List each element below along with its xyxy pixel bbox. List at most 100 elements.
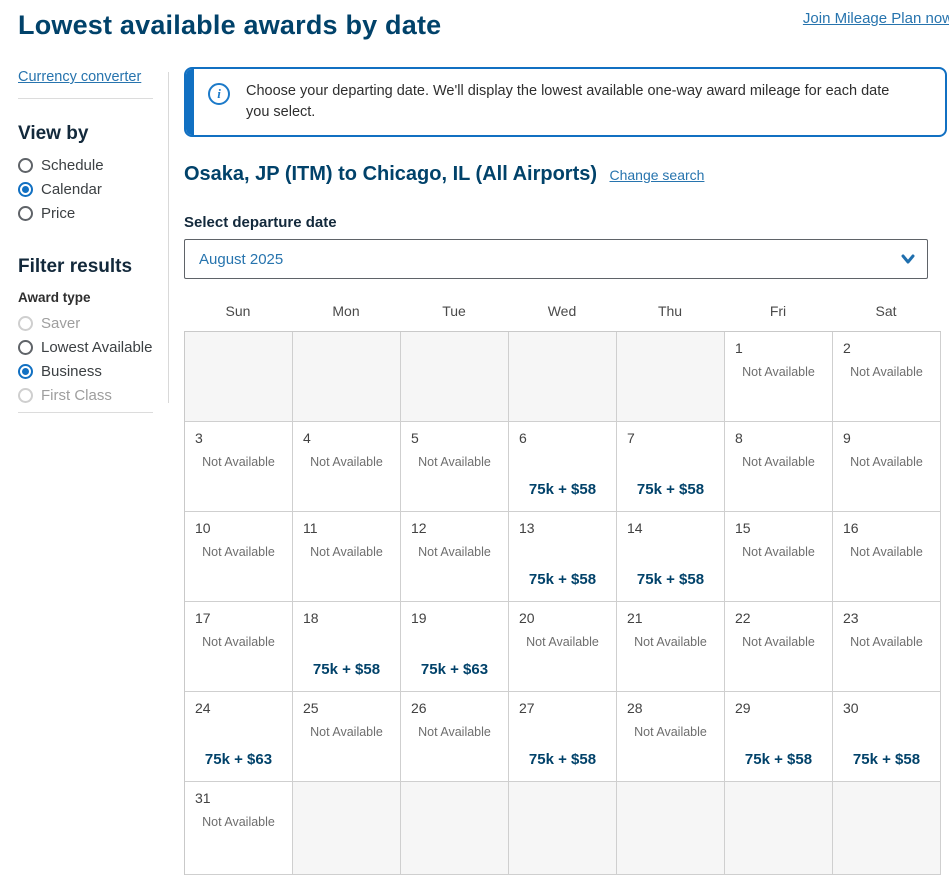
award-price[interactable]: 75k + $58 (528, 481, 597, 499)
calendar-day-number: 7 (627, 430, 635, 447)
calendar-cell-19[interactable]: 19 75k + $63 (401, 602, 509, 693)
award-price[interactable]: 75k + $63 (420, 661, 489, 679)
calendar-day-number: 5 (411, 430, 419, 447)
calendar-cell-24[interactable]: 24 75k + $63 (185, 692, 293, 783)
calendar-cell-10: 10 Not Available (185, 512, 293, 603)
calendar-day-number: 18 (303, 610, 319, 627)
calendar-day-number: 15 (735, 520, 751, 537)
calendar-cell-empty (833, 782, 941, 875)
not-available-label: Not Available (418, 455, 491, 470)
view-by-radio-calendar[interactable]: Calendar (18, 181, 168, 198)
calendar-cell-empty (401, 782, 509, 875)
award-price[interactable]: 75k + $58 (528, 571, 597, 589)
calendar-cell-4: 4 Not Available (293, 422, 401, 513)
calendar-cell-empty (725, 782, 833, 875)
award-price[interactable]: 75k + $58 (312, 661, 381, 679)
join-mileage-plan-link[interactable]: Join Mileage Plan now (802, 10, 949, 27)
calendar-cell-27[interactable]: 27 75k + $58 (509, 692, 617, 783)
radio-button-icon (18, 316, 33, 331)
not-available-label: Not Available (310, 455, 383, 470)
calendar-day-number: 14 (627, 520, 643, 537)
radio-button-icon[interactable] (18, 158, 33, 173)
not-available-label: Not Available (526, 635, 599, 650)
calendar-cell-17: 17 Not Available (185, 602, 293, 693)
award-type-radio-business[interactable]: Business (18, 363, 168, 380)
radio-button-icon[interactable] (18, 364, 33, 379)
calendar-day-number: 12 (411, 520, 427, 537)
day-header-sun: Sun (225, 303, 251, 320)
calendar-day-number: 2 (843, 340, 851, 357)
calendar-cell-3: 3 Not Available (185, 422, 293, 513)
day-header-mon: Mon (332, 303, 360, 320)
info-banner-text: Choose your departing date. We'll displa… (246, 83, 890, 121)
calendar-day-number: 26 (411, 700, 427, 717)
calendar-cell-29[interactable]: 29 75k + $58 (725, 692, 833, 783)
calendar-cell-7[interactable]: 7 75k + $58 (617, 422, 725, 513)
calendar-cell-16: 16 Not Available (833, 512, 941, 603)
award-price[interactable]: 75k + $58 (528, 751, 597, 769)
award-price[interactable]: 75k + $58 (636, 481, 705, 499)
calendar-cell-30[interactable]: 30 75k + $58 (833, 692, 941, 783)
radio-button-icon[interactable] (18, 340, 33, 355)
not-available-label: Not Available (850, 455, 923, 470)
not-available-label: Not Available (742, 455, 815, 470)
radio-button-icon[interactable] (18, 182, 33, 197)
month-select[interactable]: August 2025 (184, 239, 928, 280)
calendar-day-number: 6 (519, 430, 527, 447)
sidebar-divider (168, 72, 169, 403)
calendar-cell-23: 23 Not Available (833, 602, 941, 693)
calendar-day-number: 27 (519, 700, 535, 717)
calendar-cell-1: 1 Not Available (725, 332, 833, 423)
calendar-cell-14[interactable]: 14 75k + $58 (617, 512, 725, 603)
calendar-cell-13[interactable]: 13 75k + $58 (509, 512, 617, 603)
radio-label: Saver (41, 315, 81, 332)
calendar-day-number: 29 (735, 700, 751, 717)
calendar-cell-empty (185, 332, 293, 423)
day-header-wed: Wed (547, 303, 577, 320)
award-price[interactable]: 75k + $58 (852, 751, 921, 769)
award-type-radio-lowest-available[interactable]: Lowest Available (18, 339, 168, 356)
calendar-day-number: 13 (519, 520, 535, 537)
radio-button-icon (18, 388, 33, 403)
not-available-label: Not Available (634, 635, 707, 650)
award-price[interactable]: 75k + $63 (204, 751, 273, 769)
not-available-label: Not Available (634, 725, 707, 740)
select-departure-date-label: Select departure date (184, 214, 337, 232)
view-by-radio-price[interactable]: Price (18, 205, 168, 222)
calendar-day-number: 19 (411, 610, 427, 627)
calendar-day-number: 22 (735, 610, 751, 627)
not-available-label: Not Available (418, 545, 491, 560)
not-available-label: Not Available (742, 635, 815, 650)
calendar-cell-empty (617, 782, 725, 875)
calendar-day-number: 17 (195, 610, 211, 627)
day-header-fri: Fri (769, 303, 787, 320)
calendar-cell-28: 28 Not Available (617, 692, 725, 783)
radio-button-icon[interactable] (18, 206, 33, 221)
calendar-day-number: 11 (303, 520, 318, 537)
calendar-day-number: 1 (735, 340, 743, 357)
award-price[interactable]: 75k + $58 (744, 751, 813, 769)
not-available-label: Not Available (850, 635, 923, 650)
award-price[interactable]: 75k + $58 (636, 571, 705, 589)
route-heading: Osaka, JP (ITM) to Chicago, IL (All Airp… (184, 163, 598, 186)
calendar-day-number: 25 (303, 700, 319, 717)
info-icon: i (208, 83, 230, 105)
calendar-day-number: 20 (519, 610, 535, 627)
calendar-cell-6[interactable]: 6 75k + $58 (509, 422, 617, 513)
day-header-tue: Tue (442, 303, 466, 320)
not-available-label: Not Available (202, 545, 275, 560)
info-banner: i Choose your departing date. We'll disp… (184, 67, 947, 138)
radio-label: Schedule (41, 157, 104, 174)
calendar-cell-18[interactable]: 18 75k + $58 (293, 602, 401, 693)
calendar-day-number: 10 (195, 520, 211, 537)
change-search-link[interactable]: Change search (609, 167, 705, 184)
currency-converter-link[interactable]: Currency converter (18, 69, 142, 85)
radio-label: Calendar (41, 181, 102, 198)
calendar-day-number: 23 (843, 610, 859, 627)
chevron-down-icon (901, 254, 915, 264)
radio-label: First Class (41, 387, 112, 404)
page-title: Lowest available awards by date (18, 10, 442, 40)
radio-label: Price (41, 205, 76, 222)
calendar-day-number: 3 (195, 430, 203, 447)
view-by-radio-schedule[interactable]: Schedule (18, 157, 168, 174)
